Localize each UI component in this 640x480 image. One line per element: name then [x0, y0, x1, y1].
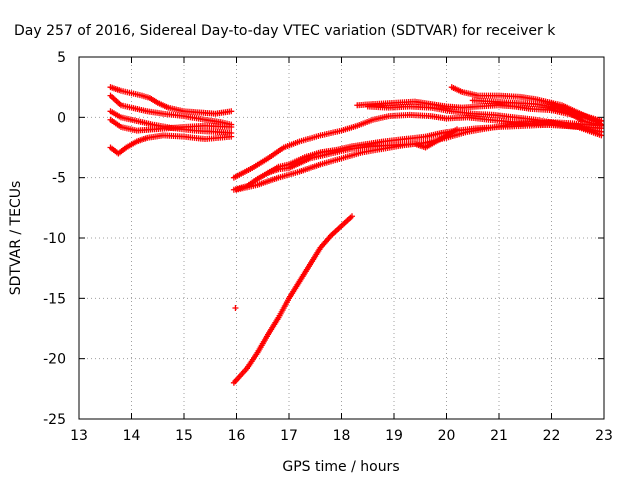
y-tick-label: -20 [43, 352, 66, 368]
data-series-6 [230, 111, 605, 181]
data-series-4 [107, 116, 235, 134]
y-tick-label: 5 [57, 50, 66, 66]
data-series-14 [548, 99, 605, 128]
data-series-11 [364, 103, 605, 139]
x-axis-label: GPS time / hours [282, 459, 399, 475]
x-tick-label: 18 [333, 428, 351, 444]
x-tick-label: 14 [123, 428, 141, 444]
data-point [349, 213, 355, 220]
data-series-16 [232, 304, 239, 311]
x-tick-label: 13 [70, 428, 88, 444]
axis-ticks: 13 14 15 16 17 18 19 20 21 22 23 5 0 -5 -10 -15 -20 -25 [43, 50, 613, 444]
data-point [232, 304, 239, 311]
data-point [228, 108, 235, 115]
data-series-15 [230, 213, 355, 386]
data-point [454, 126, 460, 133]
grid [79, 57, 604, 419]
data-points [107, 84, 605, 386]
x-tick-label: 21 [490, 428, 508, 444]
x-tick-label: 16 [228, 428, 246, 444]
data-series-7 [230, 121, 605, 193]
plot-frame [78, 56, 605, 420]
y-tick-label: 0 [57, 110, 66, 126]
data-series-5 [107, 132, 235, 157]
data-series-9 [265, 126, 460, 176]
y-tick-label: -25 [43, 412, 66, 428]
y-tick-label: -5 [52, 171, 66, 187]
data-point [598, 121, 605, 128]
x-tick-label: 19 [385, 428, 403, 444]
y-tick-label: -10 [43, 231, 66, 247]
x-tick-label: 23 [595, 428, 613, 444]
x-tick-label: 20 [438, 428, 456, 444]
x-tick-label: 22 [543, 428, 561, 444]
x-tick-label: 15 [175, 428, 193, 444]
data-series-2 [107, 92, 235, 128]
data-point [228, 133, 235, 140]
data-series-1 [107, 84, 235, 117]
chart-title: Day 257 of 2016, Sidereal Day-to-day VTE… [14, 23, 556, 39]
data-point [598, 132, 605, 139]
y-axis-label: SDTVAR / TECUs [8, 181, 24, 296]
x-tick-label: 17 [280, 428, 298, 444]
data-point [228, 123, 235, 130]
y-tick-label: -15 [43, 291, 66, 307]
